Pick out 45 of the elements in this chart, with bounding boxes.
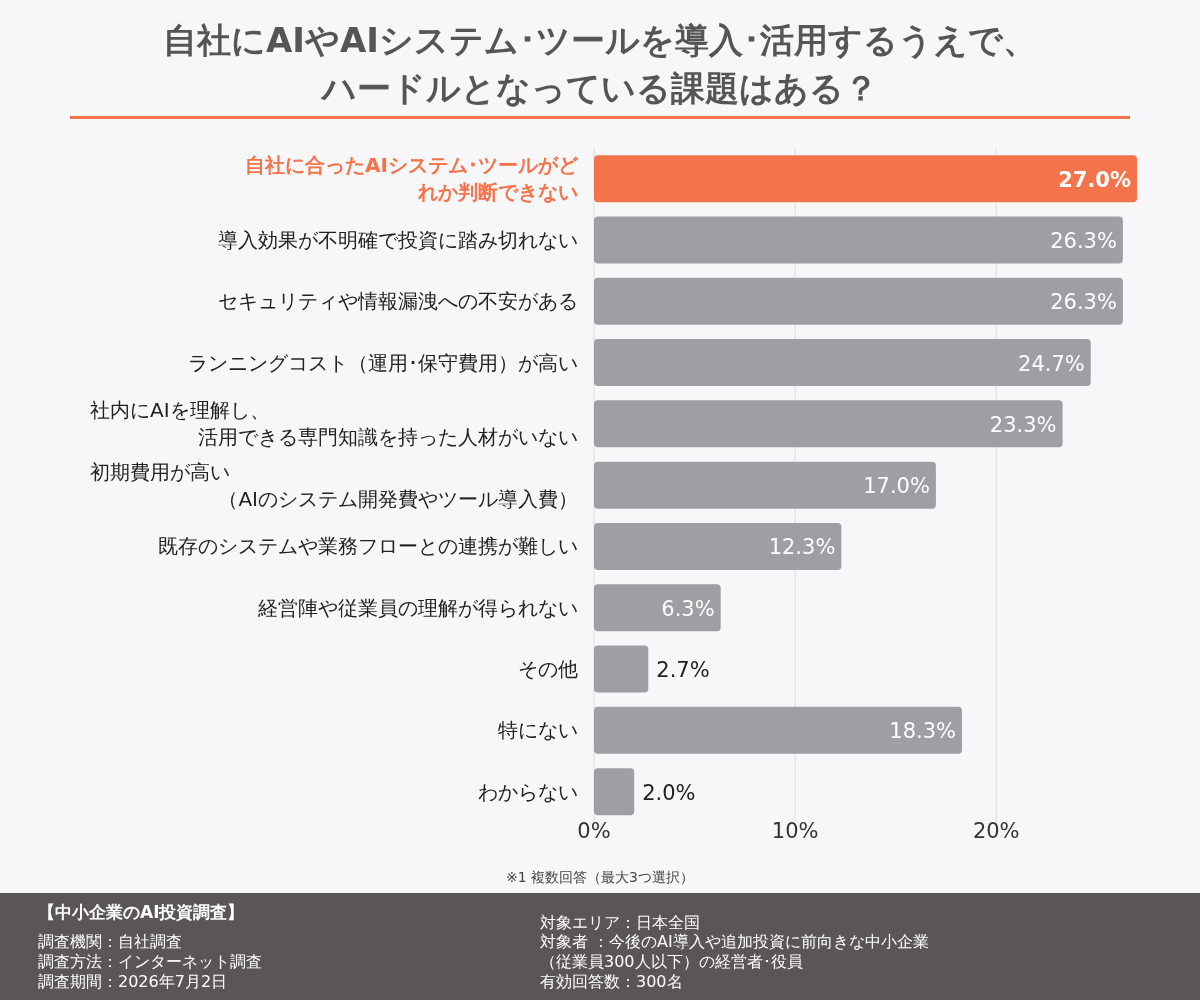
data-label: 24.7% [1018, 351, 1085, 376]
y-tick-label: 既存のシステムや業務フローとの連携が難しい [158, 534, 578, 559]
text: 調査機関：自社調査 [38, 932, 182, 951]
x-tick-label: 0% [577, 819, 611, 843]
data-label: 12.3% [768, 535, 836, 560]
data-label: 26.3% [1050, 228, 1117, 253]
text: 【中小企業のAI投資調査】 [38, 902, 245, 922]
text: 調査方法：インターネット調査 [38, 952, 262, 971]
data-label: 2.7% [656, 658, 710, 683]
bar [594, 277, 1123, 325]
y-tick-label: その他 [518, 657, 578, 682]
bar [594, 155, 1137, 203]
data-label: 26.3% [1050, 290, 1117, 315]
y-tick-label: 導入効果が不明確で投資に踏み切れない [218, 227, 578, 252]
y-tick-label: 特にない [498, 718, 578, 743]
data-label: 2.0% [642, 780, 696, 805]
data-label: 23.3% [989, 412, 1057, 437]
bar [594, 768, 635, 816]
y-tick-label: ランニングコスト（運用･保守費用）が高い [188, 350, 578, 375]
data-label: 27.0% [1058, 167, 1131, 192]
text: 対象エリア：日本全国 [540, 913, 700, 932]
text: 対象者 ：今後のAI導入や追加投資に前向きな中小企業（従業員300人以下）の経営者･役員 [540, 932, 929, 971]
y-tick-label: 経営陣や従業員の理解が得られない [257, 595, 578, 620]
bar [594, 522, 842, 570]
y-tick-label: わからない [478, 779, 578, 804]
bar [594, 216, 1123, 264]
bar [594, 645, 649, 693]
bar [594, 706, 963, 754]
bar [594, 339, 1091, 387]
chart-title: 自社にAIやAIシステム･ツールを導入･活用するうえで、ハードルとなっている課題はある？ [163, 20, 1037, 108]
bar [594, 584, 721, 632]
text: 調査期間：2026年7月2日 [38, 972, 228, 991]
data-label: 17.0% [863, 474, 930, 499]
y-tick-label: 自社に合ったAIシステム･ツールがどれか判断できない [245, 153, 579, 205]
bar [594, 461, 936, 509]
bar [594, 400, 1063, 448]
y-tick-label: 初期費用が高い（AIのシステム開発費やツール導入費） [90, 459, 578, 511]
text: 有効回答数：300名 [540, 972, 683, 991]
data-label: 18.3% [889, 719, 957, 744]
x-tick-label: 20% [972, 819, 1020, 843]
data-label: 6.3% [661, 596, 715, 621]
y-tick-label: 社内にAIを理解し、活用できる専門知識を持った人材がいない [90, 398, 578, 450]
x-tick-label: 10% [771, 819, 819, 843]
y-tick-label: セキュリティや情報漏洩への不安がある [218, 289, 578, 314]
text: ※1 複数回答（最大3つ選択） [506, 869, 694, 885]
